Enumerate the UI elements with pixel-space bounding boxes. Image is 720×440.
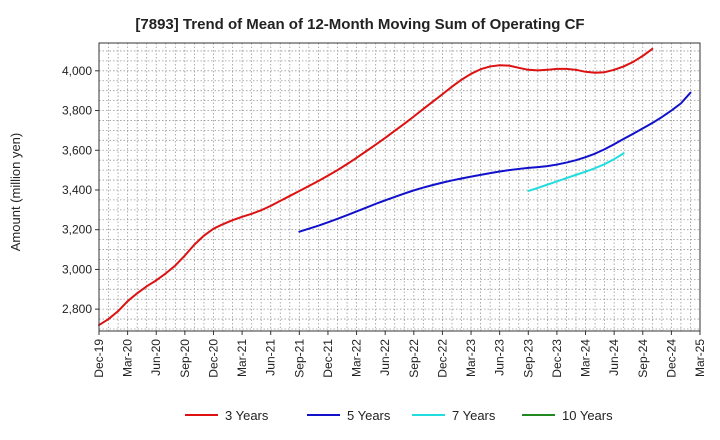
x-tick-label: Mar-21: [235, 339, 249, 377]
x-tick-label: Mar-23: [464, 339, 478, 377]
legend-label: 7 Years: [452, 408, 496, 423]
legend: 3 Years 5 Years 7 Years 10 Years: [185, 408, 613, 423]
x-tick-label: Dec-24: [664, 339, 678, 378]
x-tick-label: Sep-21: [292, 339, 306, 378]
y-axis-ticks: 2,800 3,000 3,200 3,400 3,600 3,800 4,000: [62, 64, 99, 316]
series-line-7-years: [527, 152, 625, 192]
x-tick-label: Sep-24: [636, 339, 650, 378]
x-tick-label: Dec-22: [435, 339, 449, 378]
x-tick-label: Jun-24: [607, 339, 621, 376]
x-axis-ticks: Dec-19 Mar-20 Jun-20 Sep-20 Dec-20 Mar-21 Jun-…: [92, 331, 707, 378]
x-tick-label: Dec-20: [206, 339, 220, 378]
x-tick-label: Mar-22: [350, 339, 364, 377]
series-lines: [98, 47, 692, 327]
y-axis-label: Amount (million yen): [8, 133, 23, 252]
y-tick-label: 3,400: [62, 183, 92, 197]
x-tick-label: Sep-20: [178, 339, 192, 378]
series-line-3-years: [98, 47, 654, 327]
x-tick-label: Sep-22: [407, 339, 421, 378]
plot-border: [98, 42, 701, 332]
y-tick-label: 3,200: [62, 223, 92, 237]
x-tick-label: Sep-23: [521, 339, 535, 378]
x-tick-label: Mar-20: [121, 339, 135, 377]
legend-label: 5 Years: [347, 408, 391, 423]
x-tick-label: Jun-23: [493, 339, 507, 376]
x-tick-label: Jun-21: [264, 339, 278, 376]
chart-title: [7893] Trend of Mean of 12-Month Moving …: [135, 16, 584, 33]
x-tick-label: Dec-19: [92, 339, 106, 378]
y-tick-label: 4,000: [62, 64, 92, 78]
y-tick-label: 3,800: [62, 104, 92, 118]
x-tick-label: Mar-25: [693, 339, 707, 377]
y-tick-label: 2,800: [62, 302, 92, 316]
legend-label: 3 Years: [225, 408, 269, 423]
y-tick-label: 3,600: [62, 143, 92, 157]
x-tick-label: Jun-20: [149, 339, 163, 376]
plot-frame: [98, 42, 701, 332]
x-tick-label: Dec-23: [550, 339, 564, 378]
legend-label: 10 Years: [562, 408, 613, 423]
grid-lines: [99, 43, 700, 331]
x-tick-label: Dec-21: [321, 339, 335, 378]
y-tick-label: 3,000: [62, 262, 92, 276]
series-line-5-years: [298, 91, 692, 233]
x-tick-label: Mar-24: [579, 339, 593, 377]
x-tick-label: Jun-22: [378, 339, 392, 376]
